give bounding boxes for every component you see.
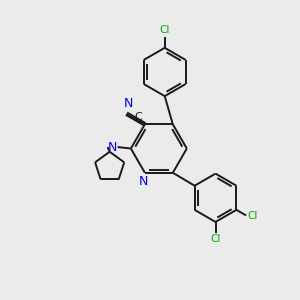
Text: Cl: Cl xyxy=(210,234,221,244)
Text: N: N xyxy=(123,97,133,110)
Text: Cl: Cl xyxy=(160,25,170,35)
Text: N: N xyxy=(139,175,148,188)
Text: Cl: Cl xyxy=(248,211,258,221)
Text: N: N xyxy=(108,141,117,154)
Text: C: C xyxy=(134,112,142,122)
